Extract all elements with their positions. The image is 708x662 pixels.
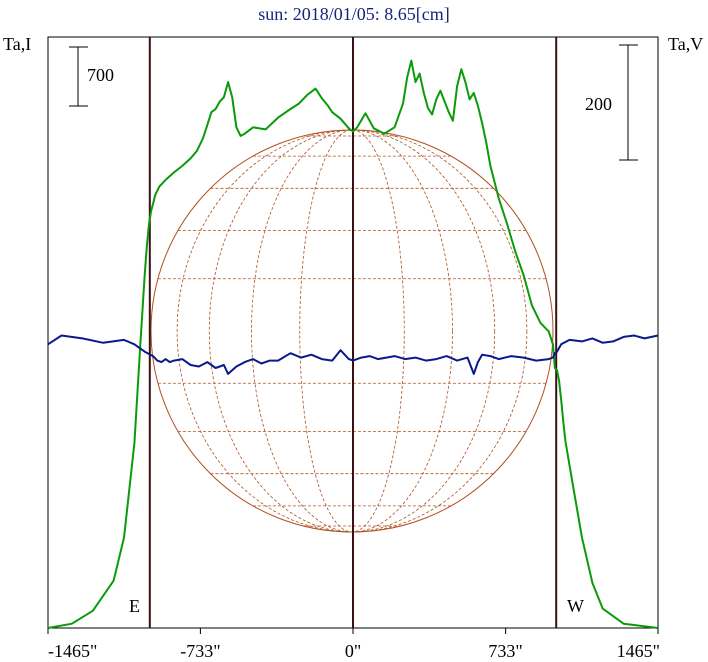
left-axis-label: Ta,I	[3, 34, 31, 54]
series-layer	[47, 59, 659, 629]
right-scale-bar-label: 200	[585, 94, 612, 114]
stokes-v-series	[47, 334, 659, 375]
left-scale-bar-label: 700	[87, 65, 114, 85]
x-tick-label: -1465"	[48, 641, 97, 661]
west-limb-label: W	[567, 596, 584, 616]
left-scale-bar: 700	[69, 46, 114, 107]
right-axis-label: Ta,V	[668, 34, 703, 54]
limb-lines	[148, 37, 558, 628]
chart-title: sun: 2018/01/05: 8.65[cm]	[258, 4, 450, 24]
x-axis: -1465" -733" 0" 733" 1465"	[47, 628, 660, 661]
stokes-i-series	[47, 59, 659, 629]
x-tick-label: 733"	[488, 641, 522, 661]
x-tick-label: 1465"	[617, 641, 660, 661]
right-scale-bar: 200	[585, 44, 638, 161]
east-limb-label: E	[129, 596, 140, 616]
x-tick-label: 0"	[345, 641, 361, 661]
solar-meridian-1	[251, 129, 453, 533]
x-tick-label: -733"	[180, 641, 220, 661]
